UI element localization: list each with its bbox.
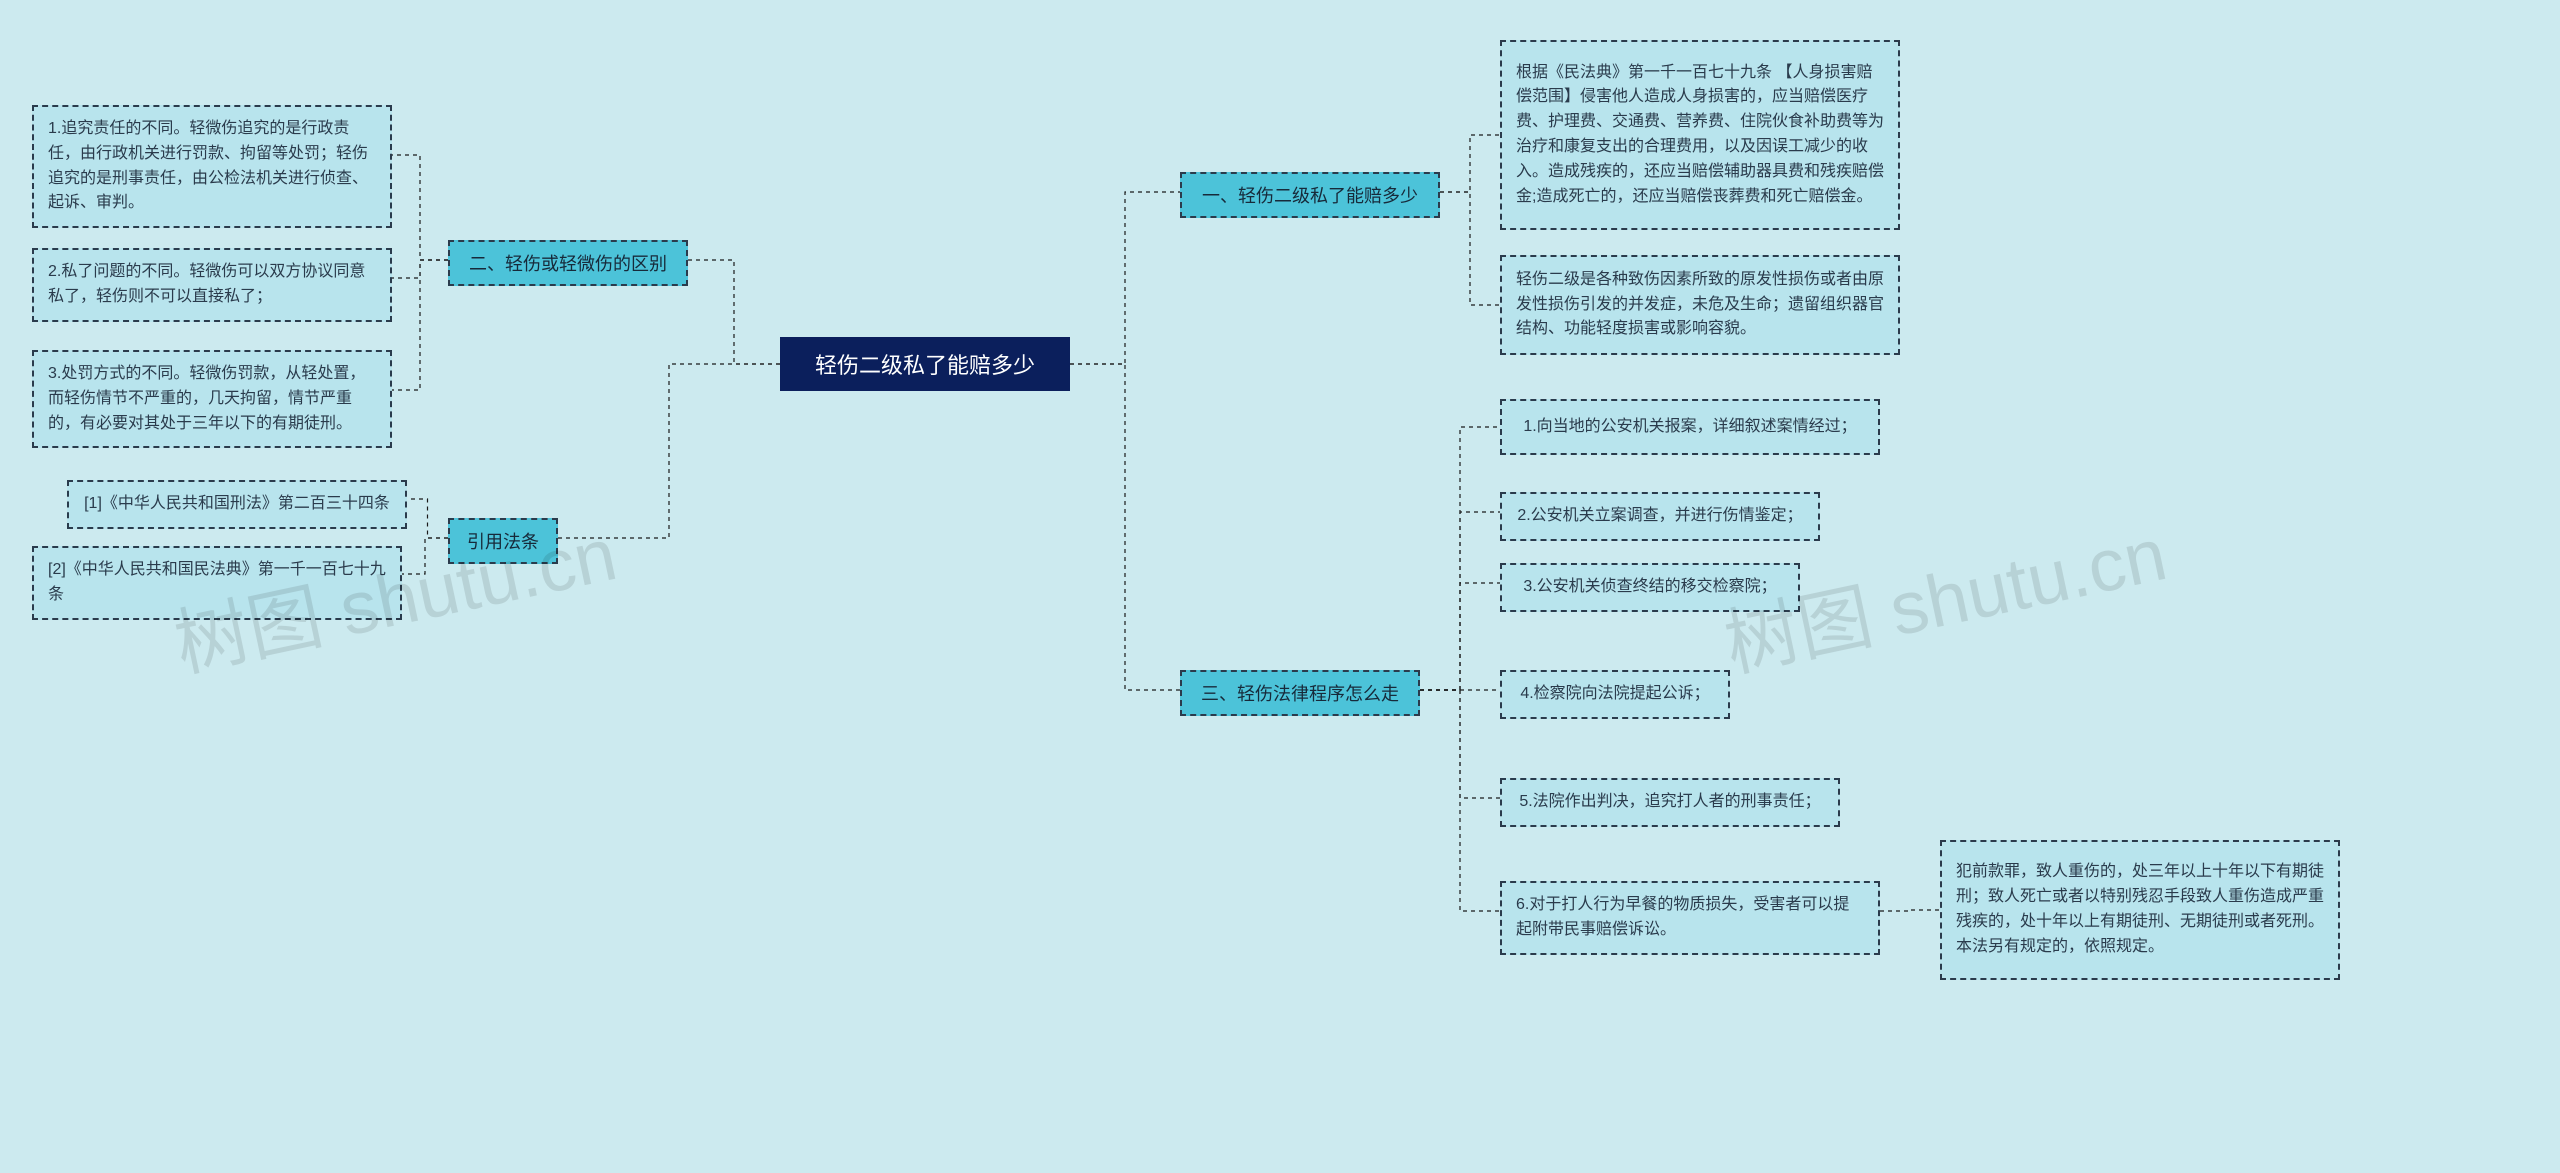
leaf-b1-1: 轻伤二级是各种致伤因素所致的原发性损伤或者由原发性损伤引发的并发症，未危及生命；…	[1500, 255, 1900, 355]
branch-b2-label: 二、轻伤或轻微伤的区别	[469, 250, 667, 276]
leaf-b3-3-label: 4.检察院向法院提起公诉；	[1520, 682, 1709, 707]
leaf-b3-5: 6.对于打人行为早餐的物质损失，受害者可以提起附带民事赔偿诉讼。	[1500, 881, 1880, 955]
root-node: 轻伤二级私了能赔多少	[780, 337, 1070, 391]
leaf-b3-3: 4.检察院向法院提起公诉；	[1500, 670, 1730, 719]
leaf-b2-0-label: 1.追究责任的不同。轻微伤追究的是行政责任，由行政机关进行罚款、拘留等处罚；轻伤…	[48, 117, 376, 216]
leaf-b3-5-0-label: 犯前款罪，致人重伤的，处三年以上十年以下有期徒刑；致人死亡或者以特别残忍手段致人…	[1956, 860, 2324, 959]
leaf-b1-1-label: 轻伤二级是各种致伤因素所致的原发性损伤或者由原发性损伤引发的并发症，未危及生命；…	[1516, 268, 1884, 342]
branch-b3-label: 三、轻伤法律程序怎么走	[1201, 680, 1399, 706]
branch-b2: 二、轻伤或轻微伤的区别	[448, 240, 688, 286]
branch-b1: 一、轻伤二级私了能赔多少	[1180, 172, 1440, 218]
leaf-b2-1-label: 2.私了问题的不同。轻微伤可以双方协议同意私了，轻伤则不可以直接私了；	[48, 260, 376, 310]
leaf-b3-1: 2.公安机关立案调查，并进行伤情鉴定；	[1500, 492, 1820, 541]
leaf-b3-5-0: 犯前款罪，致人重伤的，处三年以上十年以下有期徒刑；致人死亡或者以特别残忍手段致人…	[1940, 840, 2340, 980]
leaf-b3-0-label: 1.向当地的公安机关报案，详细叙述案情经过；	[1523, 415, 1856, 440]
leaf-b4-0: [1]《中华人民共和国刑法》第二百三十四条	[67, 480, 407, 529]
root-label: 轻伤二级私了能赔多少	[815, 348, 1035, 380]
leaf-b2-2: 3.处罚方式的不同。轻微伤罚款，从轻处置，而轻伤情节不严重的，几天拘留，情节严重…	[32, 350, 392, 448]
leaf-b3-4: 5.法院作出判决，追究打人者的刑事责任；	[1500, 778, 1840, 827]
leaf-b4-0-label: [1]《中华人民共和国刑法》第二百三十四条	[84, 492, 390, 517]
leaf-b2-2-label: 3.处罚方式的不同。轻微伤罚款，从轻处置，而轻伤情节不严重的，几天拘留，情节严重…	[48, 362, 376, 436]
leaf-b4-1-label: [2]《中华人民共和国民法典》第一千一百七十九条	[48, 558, 386, 608]
leaf-b2-1: 2.私了问题的不同。轻微伤可以双方协议同意私了，轻伤则不可以直接私了；	[32, 248, 392, 322]
leaf-b1-0: 根据《民法典》第一千一百七十九条 【人身损害赔偿范围】侵害他人造成人身损害的，应…	[1500, 40, 1900, 230]
leaf-b1-0-label: 根据《民法典》第一千一百七十九条 【人身损害赔偿范围】侵害他人造成人身损害的，应…	[1516, 61, 1884, 210]
leaf-b4-1: [2]《中华人民共和国民法典》第一千一百七十九条	[32, 546, 402, 620]
leaf-b3-1-label: 2.公安机关立案调查，并进行伤情鉴定；	[1517, 504, 1802, 529]
branch-b3: 三、轻伤法律程序怎么走	[1180, 670, 1420, 716]
leaf-b2-0: 1.追究责任的不同。轻微伤追究的是行政责任，由行政机关进行罚款、拘留等处罚；轻伤…	[32, 105, 392, 228]
leaf-b3-2-label: 3.公安机关侦查终结的移交检察院；	[1523, 575, 1776, 600]
leaf-b3-0: 1.向当地的公安机关报案，详细叙述案情经过；	[1500, 399, 1880, 455]
leaf-b3-5-label: 6.对于打人行为早餐的物质损失，受害者可以提起附带民事赔偿诉讼。	[1516, 893, 1864, 943]
branch-b4-label: 引用法条	[467, 528, 539, 554]
leaf-b3-4-label: 5.法院作出判决，追究打人者的刑事责任；	[1519, 790, 1820, 815]
leaf-b3-2: 3.公安机关侦查终结的移交检察院；	[1500, 563, 1800, 612]
branch-b4: 引用法条	[448, 518, 558, 564]
branch-b1-label: 一、轻伤二级私了能赔多少	[1202, 182, 1418, 208]
